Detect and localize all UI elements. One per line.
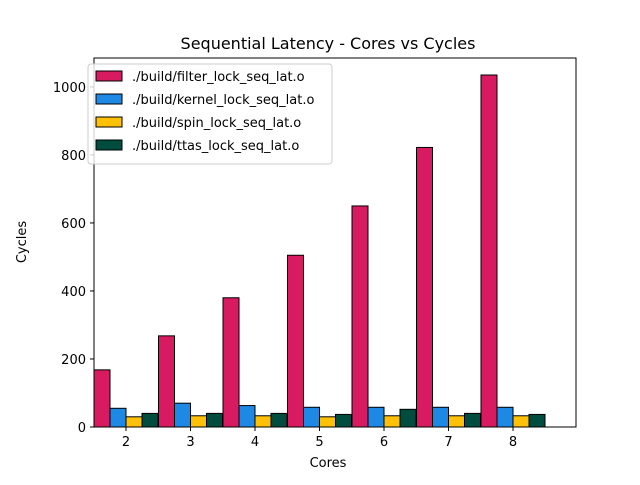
bar-4-3 bbox=[206, 412, 223, 428]
bar-1-7 bbox=[416, 146, 433, 428]
legend-label: ./build/filter_lock_seq_lat.o bbox=[132, 70, 305, 85]
bar-2-2 bbox=[109, 407, 127, 428]
bar-1-4 bbox=[222, 297, 240, 428]
legend-swatch bbox=[95, 116, 123, 128]
bar-4-6 bbox=[399, 408, 417, 428]
bar-4-2 bbox=[141, 412, 159, 428]
bar-2-8 bbox=[496, 406, 514, 428]
x-axis: 2 3 4 5 6 7 8 bbox=[122, 427, 517, 450]
legend: ./build/filter_lock_seq_lat.o ./build/ker… bbox=[87, 63, 333, 165]
bar-4-5 bbox=[335, 413, 352, 428]
x-tick-label: 3 bbox=[186, 435, 194, 450]
bar-2-6 bbox=[367, 406, 385, 428]
x-tick-label: 4 bbox=[251, 435, 259, 450]
x-tick-label: 5 bbox=[315, 435, 323, 450]
y-tick-label: 600 bbox=[61, 217, 86, 232]
y-tick-label: 200 bbox=[61, 353, 86, 368]
bar-2-4 bbox=[238, 405, 256, 428]
y-tick-label: 800 bbox=[61, 149, 86, 164]
bar-4-4 bbox=[270, 412, 288, 428]
legend-swatch bbox=[95, 70, 123, 82]
bar-3-8 bbox=[512, 415, 530, 428]
y-tick-label: 400 bbox=[61, 285, 86, 300]
bar-1-5 bbox=[287, 254, 304, 428]
bar-3-3 bbox=[190, 415, 207, 428]
y-tick-label: 0 bbox=[78, 421, 86, 436]
plot-frame bbox=[93, 57, 577, 428]
x-axis-label: Cores bbox=[310, 456, 347, 471]
legend-label: ./build/kernel_lock_seq_lat.o bbox=[132, 93, 314, 108]
bar-2-7 bbox=[432, 406, 449, 428]
x-tick-label: 2 bbox=[122, 435, 130, 450]
legend-box bbox=[87, 63, 333, 165]
legend-swatch bbox=[95, 139, 123, 151]
legend-label: ./build/ttas_lock_seq_lat.o bbox=[132, 139, 299, 154]
bar-1-6 bbox=[351, 205, 369, 428]
bar-3-7 bbox=[448, 415, 465, 428]
bar-1-2 bbox=[93, 369, 111, 428]
bar-3-6 bbox=[383, 415, 401, 428]
chart-title: Sequential Latency - Cores vs Cycles bbox=[181, 34, 476, 53]
bars-layer bbox=[93, 74, 546, 428]
bar-2-5 bbox=[303, 406, 320, 428]
x-tick-label: 8 bbox=[509, 435, 517, 450]
y-axis: 0 200 400 600 800 1000 bbox=[53, 81, 94, 436]
bar-3-4 bbox=[254, 415, 272, 428]
y-axis-label: Cycles bbox=[15, 221, 30, 264]
legend-swatch bbox=[95, 93, 123, 105]
bar-1-3 bbox=[158, 335, 175, 428]
bar-4-7 bbox=[464, 412, 481, 428]
bar-1-8 bbox=[480, 74, 498, 428]
legend-label: ./build/spin_lock_seq_lat.o bbox=[132, 116, 301, 131]
x-tick-label: 7 bbox=[444, 435, 452, 450]
y-tick-label: 1000 bbox=[53, 81, 86, 96]
x-tick-label: 6 bbox=[380, 435, 388, 450]
bar-2-3 bbox=[174, 402, 191, 428]
bar-4-8 bbox=[528, 413, 546, 428]
bar-3-5 bbox=[319, 416, 336, 428]
bar-3-2 bbox=[125, 416, 143, 428]
